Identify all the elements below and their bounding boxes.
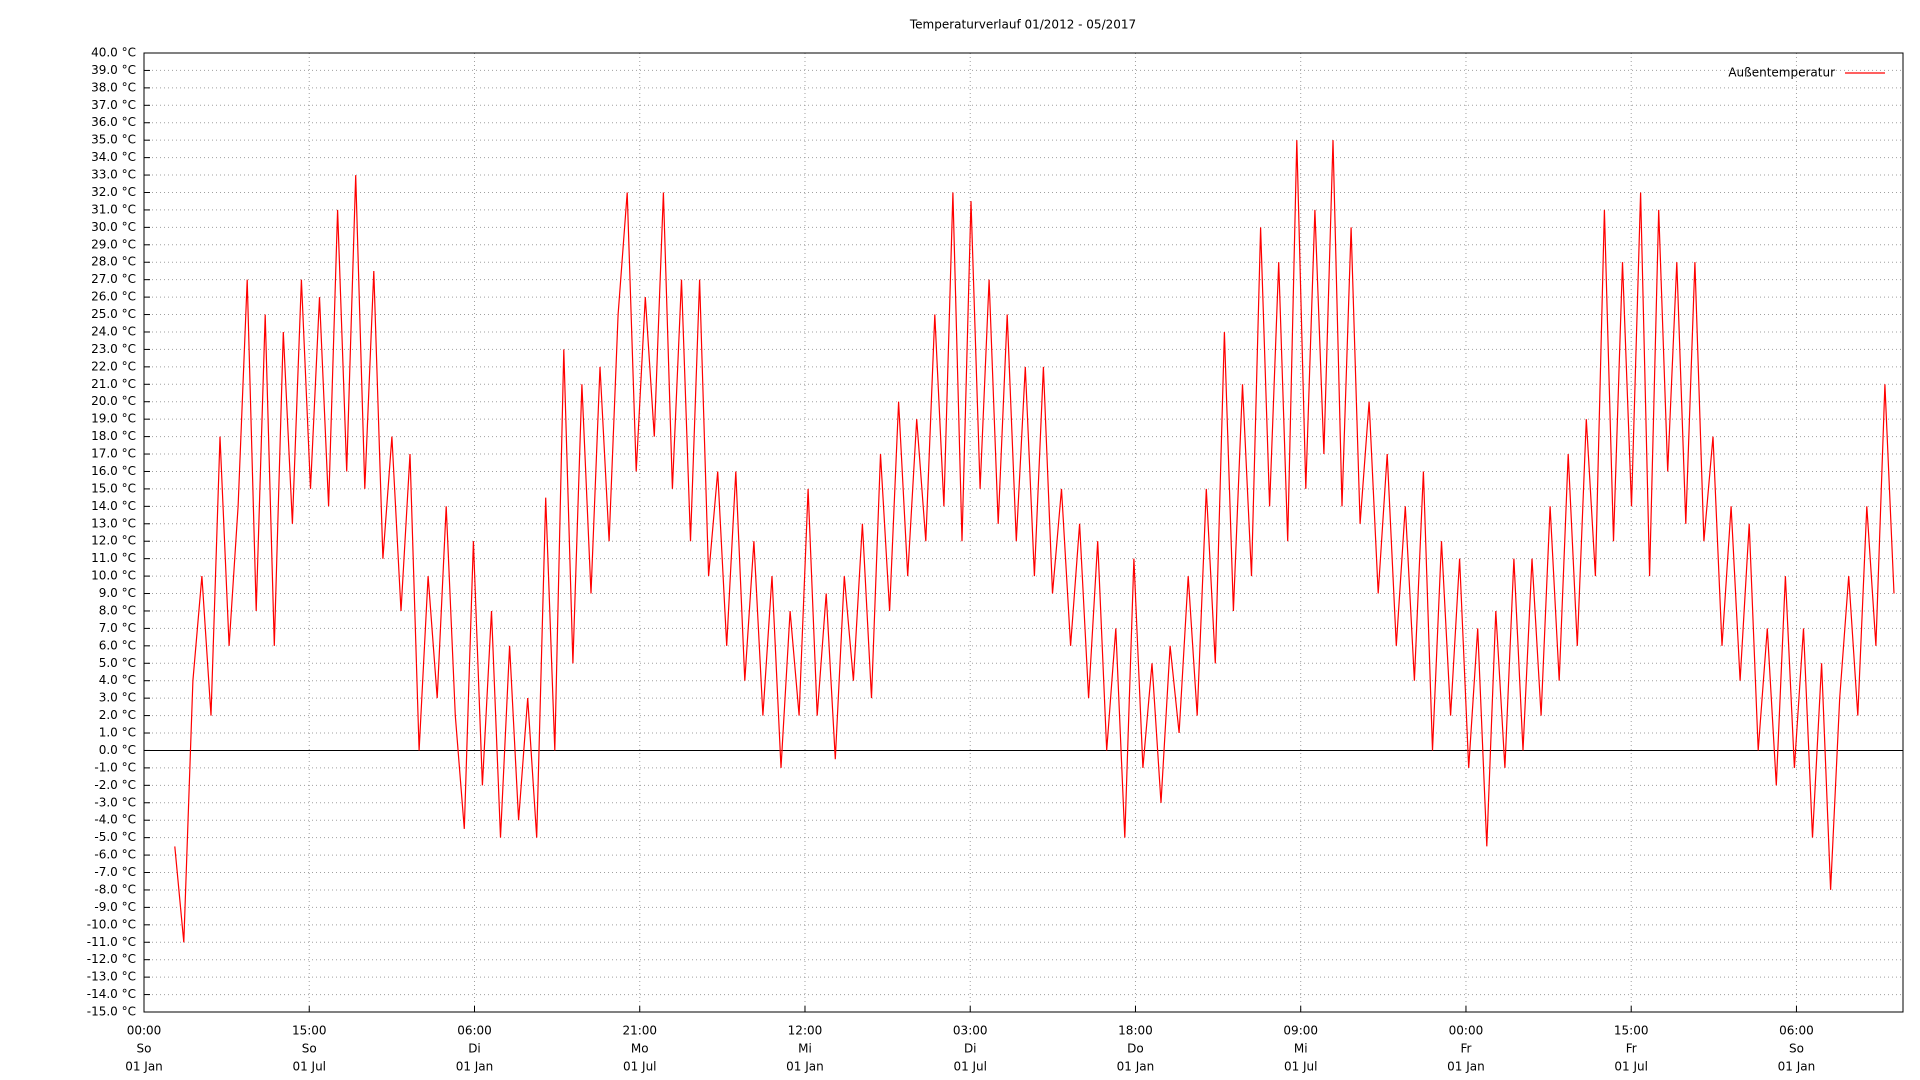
y-tick-label: -14.0 °C <box>87 987 136 1001</box>
y-tick-label: 34.0 °C <box>91 150 136 164</box>
legend-label: Außentemperatur <box>1728 66 1835 80</box>
y-tick-label: 9.0 °C <box>99 586 136 600</box>
x-tick-label: 01 Jan <box>125 1060 163 1074</box>
y-tick-label: -3.0 °C <box>94 795 136 809</box>
x-tick-label: 00:00 <box>127 1024 162 1038</box>
y-tick-label: 16.0 °C <box>91 464 136 478</box>
x-tick-label: 01 Jul <box>623 1060 657 1074</box>
y-tick-label: -10.0 °C <box>87 917 136 931</box>
y-tick-label: 0.0 °C <box>99 743 136 757</box>
y-tick-label: 7.0 °C <box>99 621 136 635</box>
y-tick-label: 12.0 °C <box>91 534 136 548</box>
y-tick-label: 23.0 °C <box>91 342 136 356</box>
y-tick-label: 11.0 °C <box>91 551 136 565</box>
x-tick-label: 12:00 <box>788 1024 823 1038</box>
x-tick-label: 01 Jul <box>1614 1060 1648 1074</box>
y-tick-label: 6.0 °C <box>99 638 136 652</box>
y-tick-label: 17.0 °C <box>91 447 136 461</box>
y-tick-label: 28.0 °C <box>91 255 136 269</box>
chart-title: Temperaturverlauf 01/2012 - 05/2017 <box>909 18 1136 32</box>
y-tick-label: 8.0 °C <box>99 603 136 617</box>
y-tick-label: 18.0 °C <box>91 429 136 443</box>
y-tick-label: 21.0 °C <box>91 377 136 391</box>
x-tick-label: Mi <box>1294 1042 1308 1056</box>
y-tick-label: 22.0 °C <box>91 359 136 373</box>
y-tick-label: 14.0 °C <box>91 499 136 513</box>
y-tick-label: 40.0 °C <box>91 46 136 60</box>
x-tick-label: Di <box>468 1042 481 1056</box>
y-tick-label: -4.0 °C <box>94 813 136 827</box>
x-tick-label: 15:00 <box>292 1024 327 1038</box>
x-tick-label: So <box>1789 1042 1804 1056</box>
y-tick-label: 39.0 °C <box>91 63 136 77</box>
y-tick-label: 26.0 °C <box>91 290 136 304</box>
y-tick-label: 35.0 °C <box>91 133 136 147</box>
y-tick-label: 19.0 °C <box>91 412 136 426</box>
y-tick-label: -12.0 °C <box>87 952 136 966</box>
x-tick-label: 01 Jan <box>1117 1060 1155 1074</box>
y-tick-label: 3.0 °C <box>99 691 136 705</box>
y-tick-label: 10.0 °C <box>91 569 136 583</box>
y-tick-label: 1.0 °C <box>99 726 136 740</box>
x-tick-label: 21:00 <box>622 1024 657 1038</box>
y-tick-label: -7.0 °C <box>94 865 136 879</box>
x-tick-label: 06:00 <box>1779 1024 1814 1038</box>
x-tick-label: So <box>137 1042 152 1056</box>
x-tick-label: So <box>302 1042 317 1056</box>
x-tick-label: Mo <box>631 1042 649 1056</box>
y-tick-label: 20.0 °C <box>91 394 136 408</box>
x-tick-label: 01 Jul <box>953 1060 987 1074</box>
y-tick-label: 36.0 °C <box>91 115 136 129</box>
y-tick-label: 38.0 °C <box>91 80 136 94</box>
data-line <box>174 140 1895 943</box>
x-tick-label: Mi <box>798 1042 812 1056</box>
x-tick-label: 01 Jan <box>1778 1060 1816 1074</box>
y-tick-label: 37.0 °C <box>91 98 136 112</box>
y-tick-label: 31.0 °C <box>91 202 136 216</box>
y-tick-label: -2.0 °C <box>94 778 136 792</box>
y-tick-label: -1.0 °C <box>94 760 136 774</box>
y-tick-label: -9.0 °C <box>94 900 136 914</box>
y-tick-label: -13.0 °C <box>87 970 136 984</box>
y-tick-label: 27.0 °C <box>91 272 136 286</box>
plot-frame <box>143 52 1904 1013</box>
x-tick-label: Di <box>964 1042 977 1056</box>
x-tick-label: 00:00 <box>1449 1024 1484 1038</box>
y-tick-label: 2.0 °C <box>99 708 136 722</box>
x-tick-label: Fr <box>1460 1042 1471 1056</box>
x-tick-label: 01 Jan <box>456 1060 494 1074</box>
y-tick-label: 24.0 °C <box>91 324 136 338</box>
y-tick-label: 5.0 °C <box>99 656 136 670</box>
x-tick-label: Do <box>1127 1042 1144 1056</box>
y-tick-label: 13.0 °C <box>91 516 136 530</box>
y-tick-label: 4.0 °C <box>99 673 136 687</box>
x-tick-label: Fr <box>1626 1042 1637 1056</box>
x-tick-label: 01 Jul <box>1284 1060 1318 1074</box>
y-tick-label: 32.0 °C <box>91 185 136 199</box>
x-tick-label: 09:00 <box>1283 1024 1318 1038</box>
y-tick-label: -11.0 °C <box>87 935 136 949</box>
y-tick-label: 29.0 °C <box>91 237 136 251</box>
y-tick-label: 25.0 °C <box>91 307 136 321</box>
y-tick-label: -5.0 °C <box>94 830 136 844</box>
y-tick-label: -15.0 °C <box>87 1005 136 1019</box>
y-tick-label: 15.0 °C <box>91 481 136 495</box>
x-tick-label: 18:00 <box>1118 1024 1153 1038</box>
y-tick-label: -6.0 °C <box>94 848 136 862</box>
x-tick-label: 01 Jan <box>786 1060 824 1074</box>
y-tick-label: 30.0 °C <box>91 220 136 234</box>
x-tick-label: 01 Jul <box>292 1060 326 1074</box>
x-tick-label: 06:00 <box>457 1024 492 1038</box>
x-tick-label: 03:00 <box>953 1024 988 1038</box>
x-tick-label: 15:00 <box>1614 1024 1649 1038</box>
y-tick-label: 33.0 °C <box>91 168 136 182</box>
y-tick-label: -8.0 °C <box>94 882 136 896</box>
x-tick-label: 01 Jan <box>1447 1060 1485 1074</box>
